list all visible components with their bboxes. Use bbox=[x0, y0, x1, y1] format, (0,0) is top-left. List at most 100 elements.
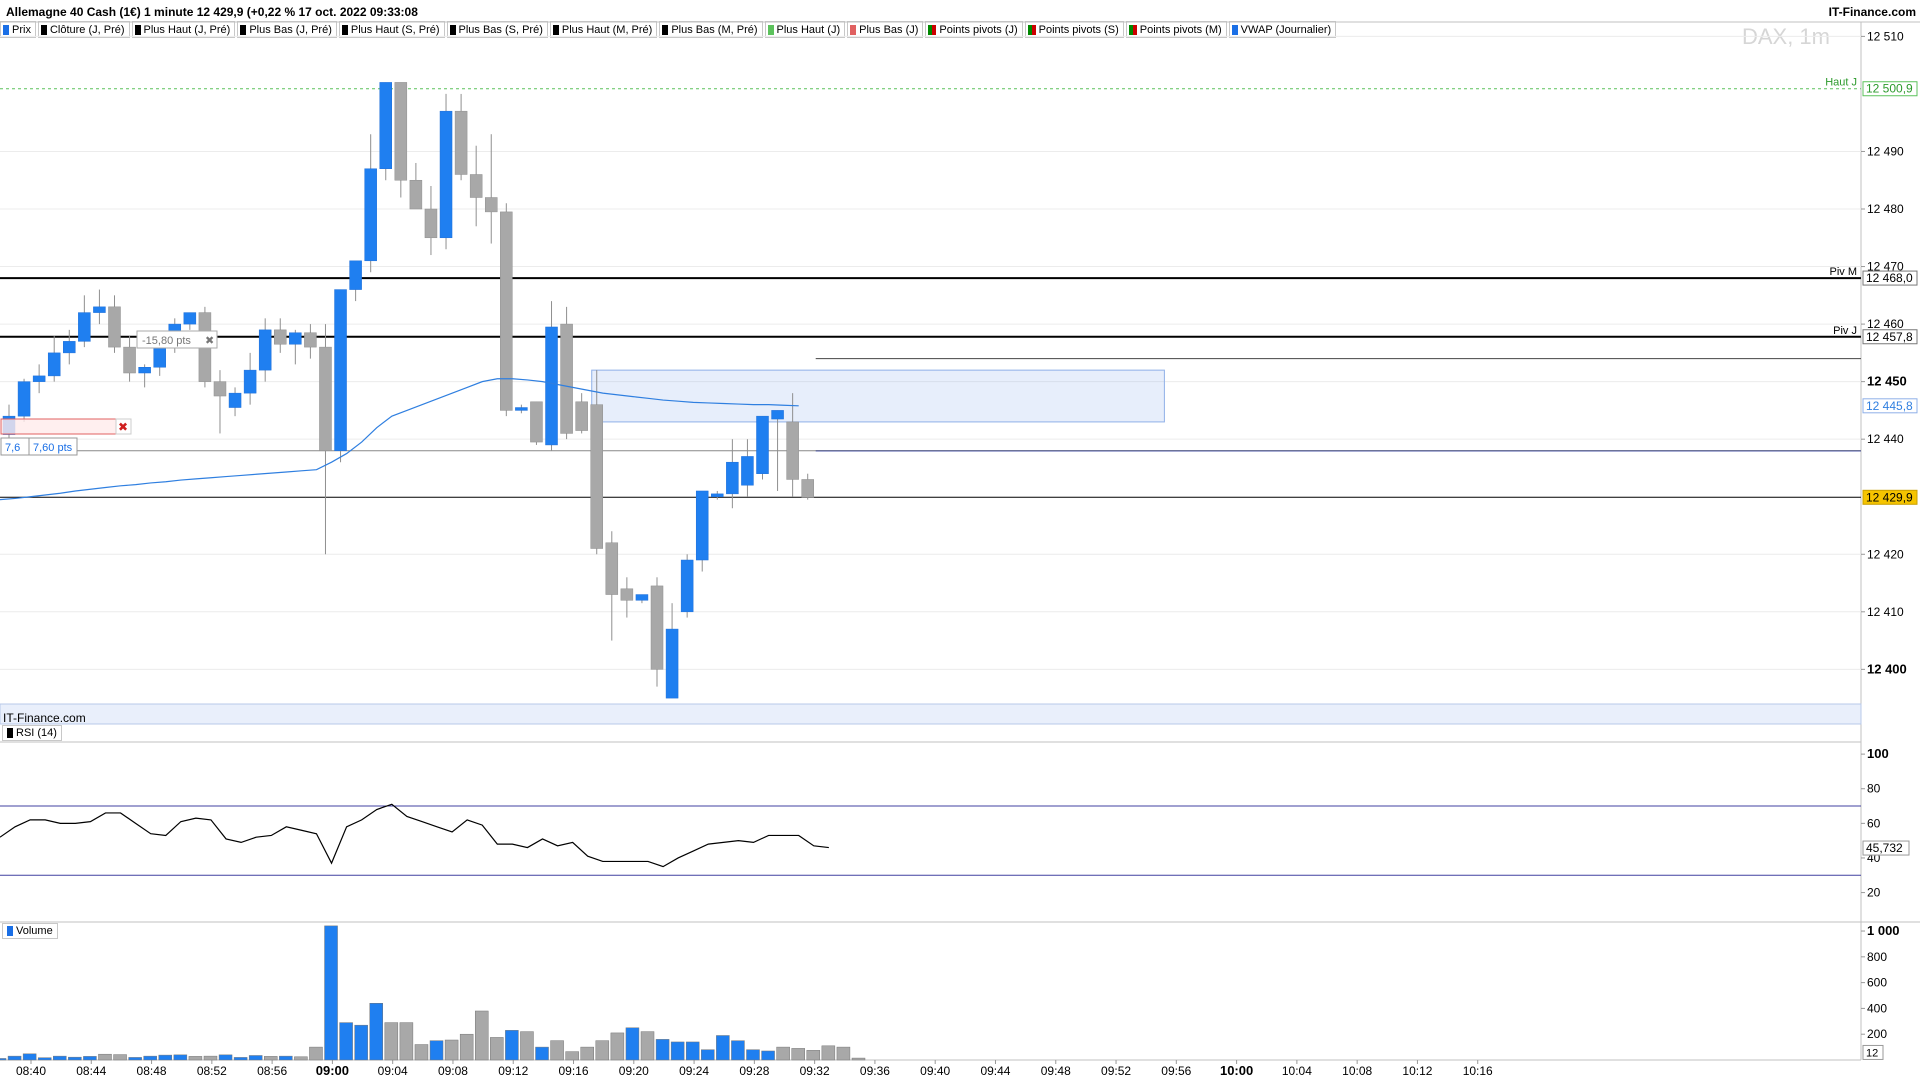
volume-bar bbox=[685, 1041, 700, 1061]
volume-tick-label: 200 bbox=[1867, 1027, 1887, 1041]
piv-m-line-label: Piv M bbox=[1830, 266, 1858, 278]
volume-bar bbox=[565, 1051, 579, 1061]
legend-item[interactable]: Plus Haut (J, Pré) bbox=[131, 21, 236, 38]
volume-tick-label: 800 bbox=[1867, 950, 1887, 964]
candle-body bbox=[665, 628, 679, 699]
volume-bar bbox=[414, 1044, 429, 1061]
volume-bar bbox=[53, 1055, 67, 1061]
legend-label: Plus Haut (M, Pré) bbox=[561, 23, 653, 36]
candle-body bbox=[711, 493, 724, 497]
legend-label: Plus Haut (J, Pré) bbox=[143, 23, 231, 36]
volume-bar bbox=[384, 1022, 399, 1061]
volume-bar bbox=[429, 1040, 444, 1061]
legend-item[interactable]: Plus Bas (M, Pré) bbox=[659, 21, 763, 38]
legend-item[interactable]: Points pivots (J) bbox=[925, 21, 1023, 38]
legend-swatch bbox=[134, 24, 141, 35]
volume-bar bbox=[399, 1022, 414, 1061]
rsi-label: RSI (14) bbox=[16, 727, 57, 739]
volume-bar bbox=[520, 1031, 534, 1061]
volume-bar bbox=[233, 1057, 248, 1061]
candle-body bbox=[32, 375, 46, 382]
candle-body bbox=[379, 82, 392, 169]
current-price-line-price-box bbox=[1862, 489, 1918, 505]
volume-bar bbox=[37, 1057, 52, 1061]
legend-label: Points pivots (J) bbox=[939, 23, 1018, 36]
volume-bar bbox=[294, 1056, 308, 1061]
legend-item[interactable]: Plus Haut (M, Pré) bbox=[549, 21, 658, 38]
volume-bar bbox=[7, 1055, 22, 1061]
candle-body bbox=[123, 346, 136, 374]
piv-m-line-price: 12 468,0 bbox=[1866, 271, 1913, 285]
volume-bar bbox=[640, 1031, 655, 1061]
legend-swatch bbox=[341, 24, 348, 35]
time-tick-label: 09:00 bbox=[316, 1063, 349, 1078]
candle-body bbox=[394, 82, 408, 181]
price-tick-label: 12 420 bbox=[1867, 547, 1904, 561]
volume-bar bbox=[143, 1055, 157, 1061]
price-tick-label: 12 490 bbox=[1867, 144, 1904, 158]
volume-bar bbox=[625, 1027, 640, 1061]
price-tick-label: 12 510 bbox=[1867, 29, 1904, 43]
volume-bar bbox=[851, 1057, 866, 1061]
candle-body bbox=[786, 421, 799, 480]
price-tick-label: 12 440 bbox=[1867, 432, 1904, 446]
volume-bar bbox=[459, 1033, 474, 1061]
legend-label: VWAP (Journalier) bbox=[1240, 23, 1332, 36]
volume-bar bbox=[113, 1054, 127, 1061]
current-price-line-price: 12 429,9 bbox=[1866, 490, 1913, 504]
candle-body bbox=[530, 401, 543, 443]
legend-item[interactable]: Plus Haut (J) bbox=[764, 21, 846, 38]
time-tick-label: 09:32 bbox=[800, 1064, 830, 1078]
volume-tick-label: 600 bbox=[1867, 976, 1887, 990]
candle-body bbox=[213, 381, 227, 397]
candle-body bbox=[47, 352, 61, 377]
candle-body bbox=[364, 168, 377, 262]
volume-tick-label: 400 bbox=[1867, 1001, 1887, 1015]
candle-body bbox=[17, 381, 31, 417]
time-tick-label: 09:52 bbox=[1101, 1064, 1131, 1078]
legend-label: Plus Haut (S, Pré) bbox=[350, 23, 440, 36]
volume-bar bbox=[0, 1058, 7, 1061]
candle-body bbox=[545, 326, 558, 446]
candle-body bbox=[334, 289, 347, 451]
candle-body bbox=[650, 585, 664, 670]
candle-body bbox=[469, 174, 483, 198]
time-tick-label: 09:08 bbox=[438, 1064, 468, 1078]
piv-j-line-label: Piv J bbox=[1833, 325, 1857, 337]
legend-label: Points pivots (S) bbox=[1038, 23, 1119, 36]
volume-label: Volume bbox=[16, 925, 53, 937]
time-tick-label: 08:56 bbox=[257, 1064, 287, 1078]
measure-box-top bbox=[136, 330, 218, 349]
volume-bar bbox=[746, 1049, 760, 1061]
time-tick-label: 09:16 bbox=[559, 1064, 589, 1078]
legend-swatch bbox=[449, 24, 456, 35]
legend-item[interactable]: Plus Bas (J) bbox=[847, 21, 924, 38]
candle-body bbox=[500, 211, 513, 411]
rsi-panel-label[interactable]: RSI (14) bbox=[2, 725, 62, 741]
candle-body bbox=[726, 461, 739, 495]
legend-swatch bbox=[928, 24, 937, 35]
candle-body bbox=[680, 559, 694, 613]
time-tick-label: 09:56 bbox=[1161, 1064, 1191, 1078]
time-tick-label: 09:36 bbox=[860, 1064, 890, 1078]
brand-label[interactable]: IT-Finance.com bbox=[1828, 5, 1916, 19]
volume-bar bbox=[610, 1032, 625, 1061]
candle-body bbox=[560, 323, 573, 434]
legend-item[interactable]: Plus Haut (S, Pré) bbox=[338, 21, 445, 38]
legend-swatch bbox=[552, 24, 559, 35]
volume-bar bbox=[339, 1022, 353, 1061]
measure-label-left-a: 7,6 bbox=[5, 442, 20, 454]
time-tick-label: 08:44 bbox=[76, 1064, 106, 1078]
price-tick-label: 12 400 bbox=[1867, 661, 1907, 676]
volume-bar bbox=[444, 1039, 459, 1061]
volume-bar bbox=[670, 1041, 685, 1061]
price-tick-label: 12 470 bbox=[1867, 260, 1904, 274]
candle-body bbox=[695, 490, 709, 561]
vwap-level-price: 12 445,8 bbox=[1866, 399, 1913, 413]
volume-panel-label[interactable]: Volume bbox=[2, 923, 58, 939]
separator-band bbox=[0, 703, 1862, 725]
haut-j-line-price-box bbox=[1862, 81, 1918, 97]
candle-body bbox=[349, 260, 362, 290]
delete-button-box bbox=[115, 418, 132, 435]
